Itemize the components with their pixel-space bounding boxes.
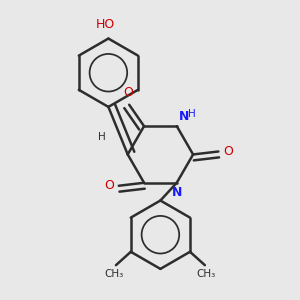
- Text: N: N: [179, 110, 190, 123]
- Text: H: H: [188, 109, 196, 119]
- Text: H: H: [98, 132, 105, 142]
- Text: HO: HO: [96, 18, 115, 31]
- Text: CH₃: CH₃: [105, 269, 124, 279]
- Text: O: O: [104, 179, 114, 192]
- Text: O: O: [123, 86, 133, 99]
- Text: CH₃: CH₃: [197, 269, 216, 279]
- Text: N: N: [172, 186, 182, 199]
- Text: O: O: [223, 145, 233, 158]
